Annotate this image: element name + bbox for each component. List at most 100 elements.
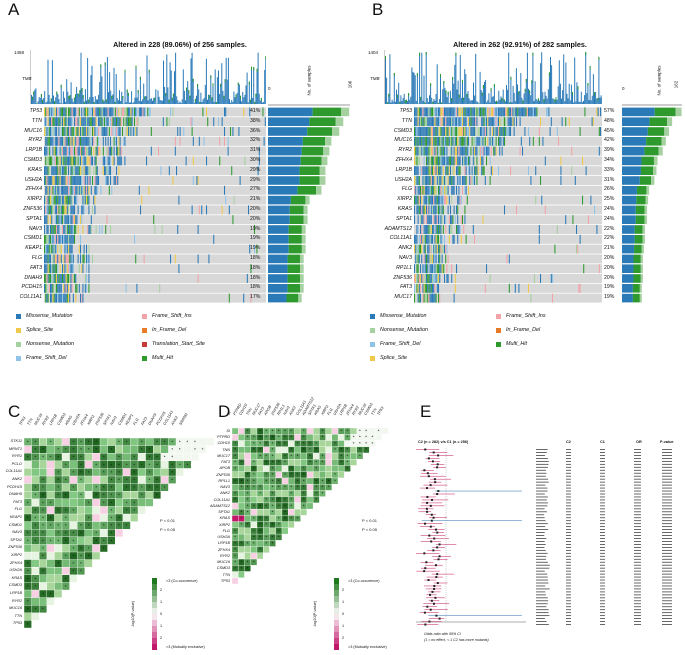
tri-cell	[123, 461, 131, 469]
tri-cell	[275, 465, 282, 472]
tri-cell	[232, 528, 239, 534]
onco-cell	[57, 293, 59, 303]
side-bar-missense	[268, 284, 288, 293]
forest-c1-text	[600, 517, 605, 519]
tmb-bar	[416, 73, 418, 104]
onco-row-bg	[414, 244, 602, 254]
panel-a-tmb-bars	[30, 50, 266, 104]
gene-label: MUC16	[24, 127, 42, 134]
onco-cell	[565, 215, 567, 225]
onco-cell	[430, 156, 432, 166]
onco-cell	[416, 176, 418, 185]
onco-cell	[56, 283, 58, 293]
tri-star: *	[57, 531, 59, 536]
tri-cell	[275, 471, 282, 478]
onco-cell	[502, 127, 504, 136]
forest-point	[437, 454, 440, 457]
onco-cell	[80, 156, 82, 166]
tri-star: *	[111, 523, 113, 528]
side-bar-multihit	[286, 293, 299, 303]
forest-p-text	[662, 544, 672, 545]
onco-cell	[108, 107, 110, 117]
onco-cell	[86, 185, 88, 195]
forest-point	[435, 564, 438, 567]
onco-cell	[54, 205, 56, 215]
forest-gene-text	[536, 576, 548, 578]
onco-cell	[48, 176, 50, 185]
side-bar-nonsense	[316, 186, 322, 195]
panel-c-sig-005: P < 0.05	[160, 527, 175, 532]
onco-cell	[104, 156, 106, 166]
tri-cell	[85, 461, 93, 469]
tri-cell	[47, 499, 55, 507]
onco-cell	[579, 234, 581, 244]
tri-star: *	[278, 441, 280, 446]
onco-cell	[438, 264, 440, 274]
onco-cell	[441, 117, 443, 127]
tri-cell	[100, 506, 108, 514]
forest-c2-text	[566, 487, 571, 489]
onco-cell	[233, 195, 235, 205]
onco-cell	[50, 127, 52, 136]
tri-cell	[39, 529, 47, 537]
tmb-bar	[506, 85, 507, 104]
onco-cell	[433, 136, 435, 146]
onco-cell	[51, 127, 53, 136]
tri-cell	[275, 484, 282, 491]
onco-cell	[516, 107, 518, 117]
onco-cell	[433, 264, 435, 274]
tri-left-label: PCDH15	[7, 484, 22, 489]
onco-cell	[505, 117, 507, 127]
tmb-bar	[87, 57, 89, 104]
onco-cell	[499, 117, 501, 127]
onco-cell	[438, 234, 440, 244]
tri-cell	[92, 483, 100, 491]
side-bar-nonsense	[323, 146, 330, 156]
forest-c2-text	[566, 564, 571, 566]
onco-cell	[48, 146, 50, 156]
onco-cell	[84, 136, 86, 146]
forest-p-text	[662, 612, 672, 614]
tmb-bar	[419, 52, 421, 104]
onco-cell	[462, 215, 464, 225]
tmb-bar-top	[122, 96, 124, 100]
onco-cell	[52, 107, 54, 117]
forest-c2-text	[566, 621, 571, 622]
onco-cell	[68, 195, 70, 205]
onco-cell	[119, 117, 121, 127]
onco-cell	[112, 117, 114, 127]
tmb-bar-top	[56, 91, 58, 95]
tmb-bar-top	[597, 97, 599, 101]
tri-cell	[232, 496, 239, 503]
tri-cell	[85, 476, 93, 484]
tri-star: *	[95, 493, 97, 498]
tri-star: *	[126, 477, 128, 482]
tri-left-label: SI	[226, 429, 230, 433]
onco-cell	[59, 264, 61, 274]
onco-cell	[63, 225, 65, 234]
onco-cell	[69, 107, 71, 117]
onco-cell	[56, 156, 58, 166]
tri-cell	[238, 428, 245, 435]
onco-cell	[538, 234, 540, 244]
side-bar-nonsense	[645, 195, 649, 205]
onco-cell	[420, 293, 422, 303]
onco-cell	[480, 156, 482, 166]
onco-cell	[53, 225, 55, 234]
onco-cell	[481, 107, 483, 117]
onco-cell	[68, 117, 70, 127]
onco-cell	[143, 254, 145, 264]
onco-cell	[428, 127, 430, 136]
tri-star: *	[240, 516, 242, 521]
forest-gene-text	[536, 541, 545, 542]
onco-cell	[162, 117, 164, 127]
forest-c2-text	[566, 535, 571, 536]
onco-cell	[433, 146, 435, 156]
tri-cell	[238, 503, 245, 509]
tri-star: *	[265, 441, 267, 446]
tri-cell	[100, 445, 108, 453]
tri-star: *	[133, 485, 135, 490]
tmb-bar-top	[148, 69, 150, 73]
tri-cell	[363, 446, 370, 453]
onco-cell	[117, 127, 119, 136]
